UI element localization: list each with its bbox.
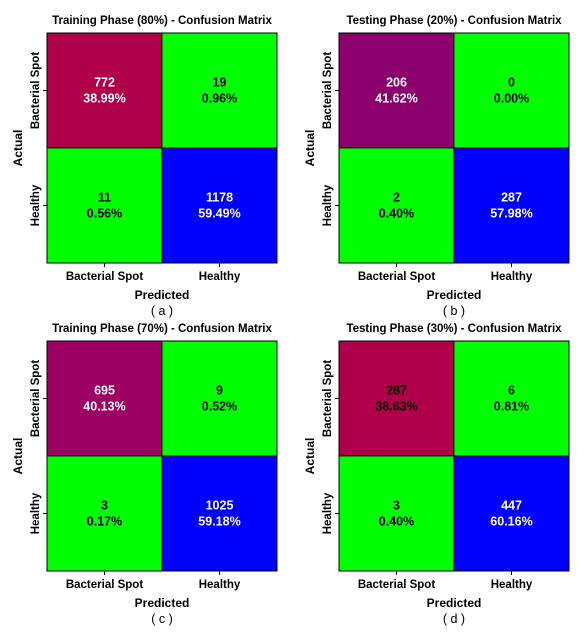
y-tick-label: Bacterial Spot	[322, 360, 334, 437]
y-tick-label: Bacterial Spot	[30, 360, 42, 437]
matrix-border	[46, 340, 278, 572]
cell-count: 447	[501, 499, 522, 513]
matrix-cell	[338, 32, 455, 149]
x-tick-label: Healthy	[199, 271, 241, 283]
chart-title: Training Phase (70%) - Confusion Matrix	[52, 323, 272, 335]
panel-caption: ( c )	[151, 612, 173, 626]
y-tick-label: Healthy	[322, 492, 334, 534]
cell-percent: 0.56%	[87, 207, 122, 221]
cell-percent: 0.96%	[202, 92, 237, 106]
cell-count: 1025	[206, 499, 234, 513]
matrix-cell	[338, 147, 455, 264]
matrix-cell	[46, 455, 163, 572]
chart-title: Testing Phase (30%) - Confusion Matrix	[346, 323, 562, 335]
y-axis-label: Actual	[303, 438, 317, 475]
cell-percent: 0.40%	[379, 207, 414, 221]
x-axis-label: Predicted	[135, 288, 190, 302]
y-tick-label: Bacterial Spot	[30, 52, 42, 129]
matrix-cell	[46, 340, 163, 457]
cell-percent: 38.63%	[375, 400, 417, 414]
cell-count: 772	[94, 76, 115, 90]
cell-percent: 59.49%	[198, 207, 240, 221]
cell-percent: 0.52%	[202, 400, 237, 414]
cell-count: 287	[501, 191, 522, 205]
matrix-cell	[161, 32, 278, 149]
chart-title: Training Phase (80%) - Confusion Matrix	[52, 15, 272, 27]
x-axis-label: Predicted	[427, 596, 482, 610]
x-tick-label: Bacterial Spot	[66, 579, 143, 591]
matrix-cell	[161, 455, 278, 572]
panel-caption: ( a )	[151, 304, 173, 318]
cell-count: 206	[386, 76, 407, 90]
y-tick-label: Healthy	[322, 184, 334, 226]
matrix-cell	[161, 340, 278, 457]
x-tick-label: Bacterial Spot	[358, 579, 435, 591]
matrix-cell	[161, 147, 278, 264]
matrix-cell	[453, 32, 570, 149]
matrix-cell	[338, 340, 455, 457]
y-tick-label: Healthy	[30, 184, 42, 226]
x-tick-label: Bacterial Spot	[66, 271, 143, 283]
cell-percent: 38.99%	[83, 92, 125, 106]
cell-percent: 0.00%	[494, 92, 529, 106]
cell-percent: 40.13%	[83, 400, 125, 414]
cell-percent: 0.17%	[87, 515, 122, 529]
cell-percent: 0.81%	[494, 400, 529, 414]
panel-caption: ( b )	[443, 304, 465, 318]
x-tick-label: Healthy	[199, 579, 241, 591]
cell-count: 6	[508, 384, 515, 398]
cell-count: 3	[393, 499, 400, 513]
cell-percent: 57.98%	[490, 207, 532, 221]
matrix-cell	[46, 32, 163, 149]
x-axis-label: Predicted	[427, 288, 482, 302]
x-tick-label: Healthy	[491, 271, 533, 283]
cell-count: 695	[94, 384, 115, 398]
cell-count: 2	[393, 191, 400, 205]
y-tick-label: Bacterial Spot	[322, 52, 334, 129]
matrix-cell	[338, 455, 455, 572]
panel-caption: ( d )	[443, 612, 465, 626]
y-tick-label: Healthy	[30, 492, 42, 534]
x-tick-label: Healthy	[491, 579, 533, 591]
x-axis-label: Predicted	[135, 596, 190, 610]
y-axis-label: Actual	[11, 438, 25, 475]
matrix-cell	[453, 455, 570, 572]
cell-percent: 41.62%	[375, 92, 417, 106]
cell-percent: 0.40%	[379, 515, 414, 529]
cell-count: 1178	[206, 191, 233, 205]
matrix-cell	[453, 340, 570, 457]
cell-percent: 59.18%	[198, 515, 240, 529]
matrix-border	[338, 340, 570, 572]
cell-count: 287	[386, 384, 407, 398]
cell-count: 0	[508, 76, 515, 90]
cell-count: 9	[216, 384, 223, 398]
y-axis-label: Actual	[303, 130, 317, 167]
cell-percent: 60.16%	[490, 515, 532, 529]
chart-title: Testing Phase (20%) - Confusion Matrix	[346, 15, 562, 27]
cell-count: 3	[101, 499, 108, 513]
matrix-border	[338, 32, 570, 264]
x-tick-label: Bacterial Spot	[358, 271, 435, 283]
matrix-cell	[453, 147, 570, 264]
cell-count: 11	[98, 191, 111, 205]
matrix-cell	[46, 147, 163, 264]
cell-count: 19	[213, 76, 227, 90]
matrix-border	[46, 32, 278, 264]
y-axis-label: Actual	[11, 130, 25, 167]
